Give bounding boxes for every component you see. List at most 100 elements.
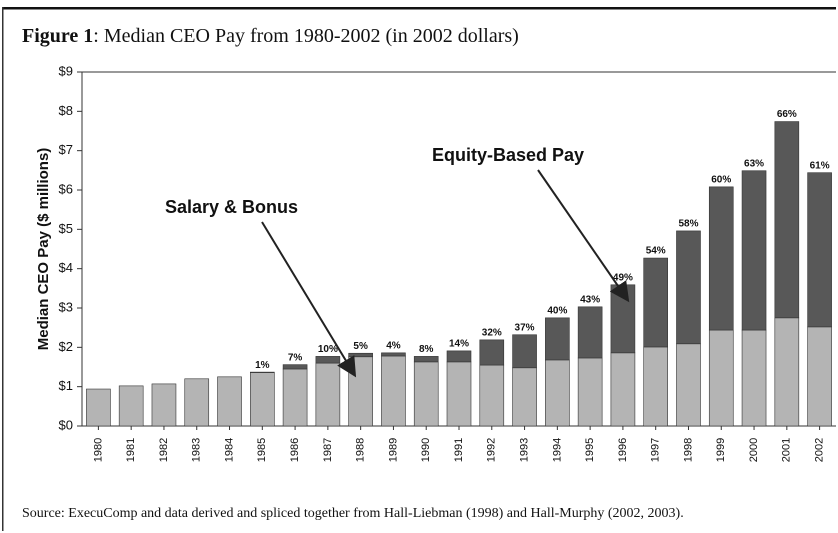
y-tick-label: $6 [59,181,73,196]
share-label: 54% [646,246,666,257]
x-tick-label: 1998 [682,438,694,462]
bar-segment [315,362,341,427]
y-tick-label: $3 [59,299,73,314]
x-tick-label: 1986 [289,438,301,462]
bar-segment [643,257,668,348]
bar-segment [545,317,570,361]
x-tick-label: 2000 [748,438,760,462]
share-label: 32% [482,328,502,339]
bar-segment [741,329,767,427]
bar-segment [741,170,767,331]
x-tick-label: 1990 [420,438,432,462]
y-tick-label: $5 [59,221,73,236]
bar-segment [577,306,603,359]
bar-segment [413,356,439,363]
share-label: 58% [678,219,698,230]
bar-segment [774,121,800,319]
share-label: 1% [255,360,270,371]
bar-segment [708,329,734,427]
source-note: Source: ExecuComp and data derived and s… [22,506,684,521]
x-tick-label: 1991 [453,438,465,462]
share-label: 4% [386,340,401,351]
share-label: 49% [613,272,633,283]
share-label: 43% [580,294,600,305]
share-label: 37% [515,322,535,333]
bar-segment [512,334,537,369]
x-tick-label: 1995 [584,438,596,462]
bar-segment [807,172,832,328]
annotation-arrow [537,169,630,303]
series-annotation: Equity-Based Pay [432,145,584,165]
share-label: 61% [810,160,830,171]
frame-top [2,7,836,10]
y-tick-label: $7 [59,142,73,157]
title-text: : Median CEO Pay from 1980-2002 (in 2002… [93,25,519,47]
bar-segment [250,372,275,427]
bar-segment [610,352,636,427]
series-annotation: Salary & Bonus [165,197,298,217]
figure-label: Figure 1 [22,25,93,47]
x-tick-label: 1988 [355,438,367,462]
x-tick-label: 2002 [814,438,826,462]
x-tick-label: 1980 [92,438,104,462]
x-tick-label: 1982 [158,438,170,462]
x-tick-label: 1999 [715,438,727,462]
x-tick-label: 2001 [781,438,793,462]
bar-segment [86,388,111,427]
bar-segment [381,352,406,357]
bar-segment [282,364,308,370]
share-label: 66% [777,109,797,120]
bar-segment [676,230,701,345]
bar-segment [217,376,242,427]
share-label: 8% [419,344,434,355]
share-label: 63% [744,158,764,169]
x-tick-label: 1987 [322,438,334,462]
share-label: 10% [318,344,338,355]
bar-segment [446,350,472,363]
frame-left [2,7,4,531]
bar-segment [708,186,734,331]
x-tick-label: 1994 [551,438,563,462]
bar-segment [282,368,308,427]
share-label: 5% [353,341,368,352]
share-label: 60% [711,174,731,185]
y-tick-label: $4 [59,260,73,275]
bar-segment [315,356,341,364]
bar-segment [807,326,832,427]
bar-segment [774,317,800,427]
bar-segment [512,367,537,427]
x-tick-label: 1985 [256,438,268,462]
x-tick-label: 1992 [486,438,498,462]
bar-segment [610,284,636,354]
x-tick-label: 1989 [387,438,399,462]
share-label: 7% [288,352,303,363]
x-tick-label: 1984 [223,438,235,462]
bar-segment [643,346,668,427]
y-tick-label: $2 [59,339,73,354]
x-tick-label: 1981 [125,438,137,462]
chart-title: Figure 1: Median CEO Pay from 1980-2002 … [22,25,519,47]
share-label: 40% [547,305,567,316]
y-axis-label: Median CEO Pay ($ millions) [35,148,52,351]
bar-segment [545,359,570,427]
bar-segment [381,355,406,427]
share-label: 14% [449,339,469,350]
y-tick-label: $8 [59,103,73,118]
bar-segment [348,352,373,358]
x-tick-label: 1983 [191,438,203,462]
bar-segment [479,364,505,427]
bar-segment [184,378,210,427]
bar-segment [479,339,505,366]
bar-segment [446,361,472,427]
bar-segment [118,385,144,427]
x-tick-label: 1997 [650,438,662,462]
bar-segment [151,383,177,427]
x-tick-label: 1996 [617,438,629,462]
annotation-arrow [261,221,357,378]
bar-segment [577,357,603,427]
bar-segment [348,356,373,427]
y-tick-label: $9 [59,63,73,78]
bar-segment [676,343,701,427]
y-tick-label: $0 [59,417,73,432]
